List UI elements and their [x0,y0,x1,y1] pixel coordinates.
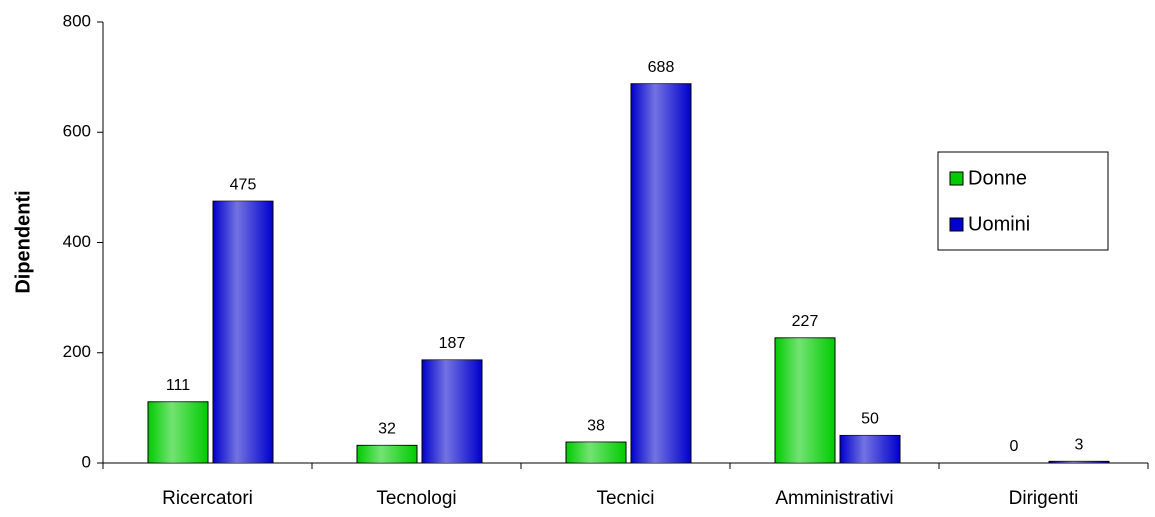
x-tick-label: Tecnologi [376,488,456,509]
value-label: 227 [792,313,819,330]
y-tick-label: 400 [63,232,91,251]
bar-highlight [566,442,626,463]
value-label: 50 [861,411,879,428]
y-tick-label: 800 [63,11,91,30]
x-tick-label: Ricercatori [162,488,253,509]
value-label: 38 [587,417,605,434]
y-tick-label: 200 [63,342,91,361]
bar-highlight [422,359,482,463]
x-tick-label: Tecnici [596,488,654,509]
y-tick-label: 600 [63,122,91,141]
value-label: 32 [378,421,396,438]
legend-label: Donne [968,167,1027,189]
bar-highlight [357,445,417,463]
bar-highlight [775,337,835,463]
y-tick-label: 0 [82,452,91,471]
bar-highlight [840,435,900,463]
value-label: 3 [1075,437,1084,454]
x-tick-label: Dirigenti [1009,488,1079,509]
x-tick-label: Amministrativi [775,488,893,509]
value-label: 475 [230,176,257,193]
bar-highlight [213,201,273,463]
legend-swatch [949,217,964,232]
value-label: 0 [1010,438,1019,455]
value-label: 688 [648,59,675,76]
bar-highlight [1049,461,1109,463]
bar-highlight [631,83,691,464]
legend-label: Uomini [968,213,1030,235]
value-label: 187 [439,335,466,352]
value-label: 111 [166,377,190,394]
bar-highlight [148,401,208,463]
legend-swatch [949,171,964,186]
legend [937,151,1109,251]
y-axis-label: Dipendenti [12,190,34,293]
